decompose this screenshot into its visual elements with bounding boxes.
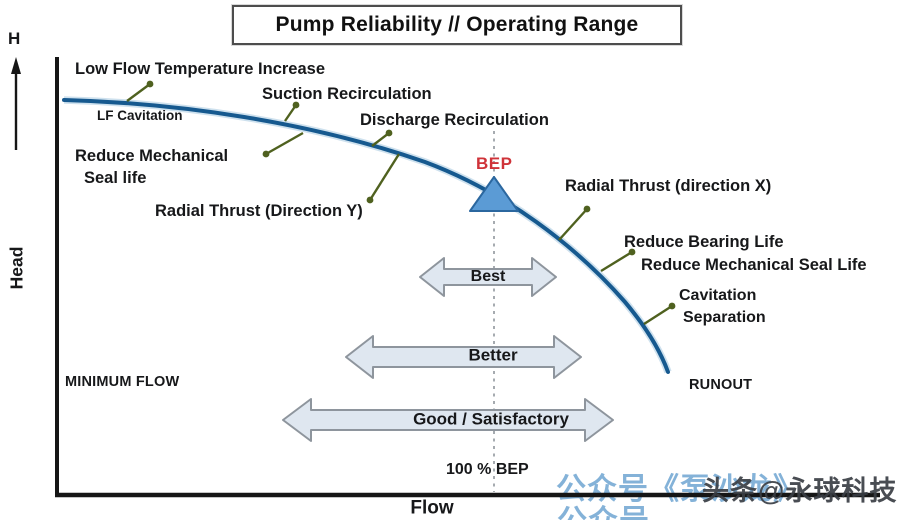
x-axis-label: Flow [410, 497, 454, 519]
label-lf-cavitation: LF Cavitation [97, 108, 183, 123]
range-label-best: Best [470, 268, 506, 286]
label-reduce-mechanical-seal-life: Reduce Mechanical Seal Life [641, 256, 867, 274]
label-bep: BEP [476, 154, 513, 173]
range-label-good: Good / Satisfactory [413, 409, 569, 429]
range-label-better: Better [468, 345, 518, 365]
label-minimum-flow: MINIMUM FLOW [65, 374, 180, 390]
good-range-arrow-icon [282, 398, 614, 442]
bep-tick-label: 100 % BEP [446, 461, 529, 478]
better-range-arrow-icon [345, 335, 582, 379]
label-runout: RUNOUT [689, 377, 753, 393]
label-reduce-bearing-life: Reduce Bearing Life [624, 233, 784, 251]
range-arrows [282, 257, 614, 442]
diagram-title-box: Pump Reliability // Operating Range [232, 5, 682, 45]
pump-curve-halo [63, 96, 672, 374]
up-arrow-icon [11, 57, 21, 150]
diagram-title: Pump Reliability // Operating Range [275, 13, 639, 36]
label-discharge-recirculation: Discharge Recirculation [360, 111, 549, 129]
best-range-arrow-icon [419, 257, 557, 297]
label-cavitation: Cavitation [679, 287, 757, 304]
label-suction-recirculation: Suction Recirculation [262, 85, 432, 103]
y-axis-label: Head [6, 246, 27, 290]
bep-marker-icon [469, 176, 519, 212]
pump-curve [62, 98, 670, 374]
label-radial-thrust-x: Radial Thrust (direction X) [565, 177, 772, 195]
label-radial-thrust-y: Radial Thrust (Direction Y) [155, 202, 363, 220]
label-low-flow-temperature: Low Flow Temperature Increase [75, 60, 326, 78]
watermark-toutiao: 头条@永球科技 [702, 476, 898, 506]
label-separation: Separation [683, 309, 766, 326]
watermark-channel-partial: 公众号 [557, 496, 650, 520]
y-axis-symbol: H [8, 29, 21, 48]
label-reduce-mechanical: Reduce Mechanical [75, 147, 229, 165]
label-seal-life: Seal life [84, 169, 147, 187]
leader-lines [126, 80, 676, 326]
watermark-channel: 公众号《泵沙龙》 [556, 473, 804, 506]
